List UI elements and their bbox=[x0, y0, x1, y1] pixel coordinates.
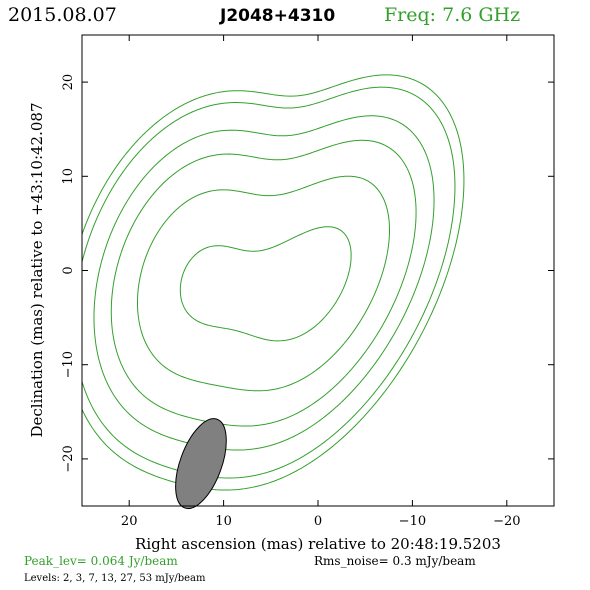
x-tick-label: 20 bbox=[121, 514, 138, 529]
plot-frame bbox=[81, 34, 555, 507]
y-axis-label: Declination (mas) relative to +43:10:42.… bbox=[28, 102, 46, 437]
axis-ticks: 20 10 0 −10 −20 20 10 0 −10 −20 bbox=[61, 35, 554, 529]
contour-level-53 bbox=[179, 226, 352, 342]
observation-date: 2015.08.07 bbox=[8, 4, 117, 26]
y-tick-label: 0 bbox=[61, 266, 76, 274]
y-tick-label: −10 bbox=[61, 351, 76, 378]
y-tick-label: −20 bbox=[61, 445, 76, 472]
contour-level-13 bbox=[110, 139, 417, 427]
contour-lines bbox=[81, 74, 465, 491]
rms-noise: Rms_noise= 0.3 mJy/beam bbox=[314, 554, 476, 568]
contour-level-7 bbox=[93, 115, 435, 451]
x-tick-label: 10 bbox=[215, 514, 232, 529]
y-tick-label: 20 bbox=[61, 74, 76, 91]
contour-levels: Levels: 2, 3, 7, 13, 27, 53 mJy/beam bbox=[24, 573, 206, 584]
peak-level: Peak_lev= 0.064 Jy/beam bbox=[24, 554, 178, 568]
y-tick-label: 10 bbox=[61, 168, 76, 185]
x-tick-label: 0 bbox=[314, 514, 322, 529]
source-name: J2048+4310 bbox=[219, 6, 335, 26]
x-axis-label: Right ascension (mas) relative to 20:48:… bbox=[135, 535, 501, 553]
x-tick-label: −10 bbox=[399, 514, 426, 529]
contour-level-27 bbox=[136, 175, 391, 392]
frequency-label: Freq: 7.6 GHz bbox=[384, 4, 520, 26]
beam-ellipse bbox=[175, 418, 227, 510]
x-tick-label: −20 bbox=[493, 514, 520, 529]
contour-level-3 bbox=[81, 86, 456, 479]
